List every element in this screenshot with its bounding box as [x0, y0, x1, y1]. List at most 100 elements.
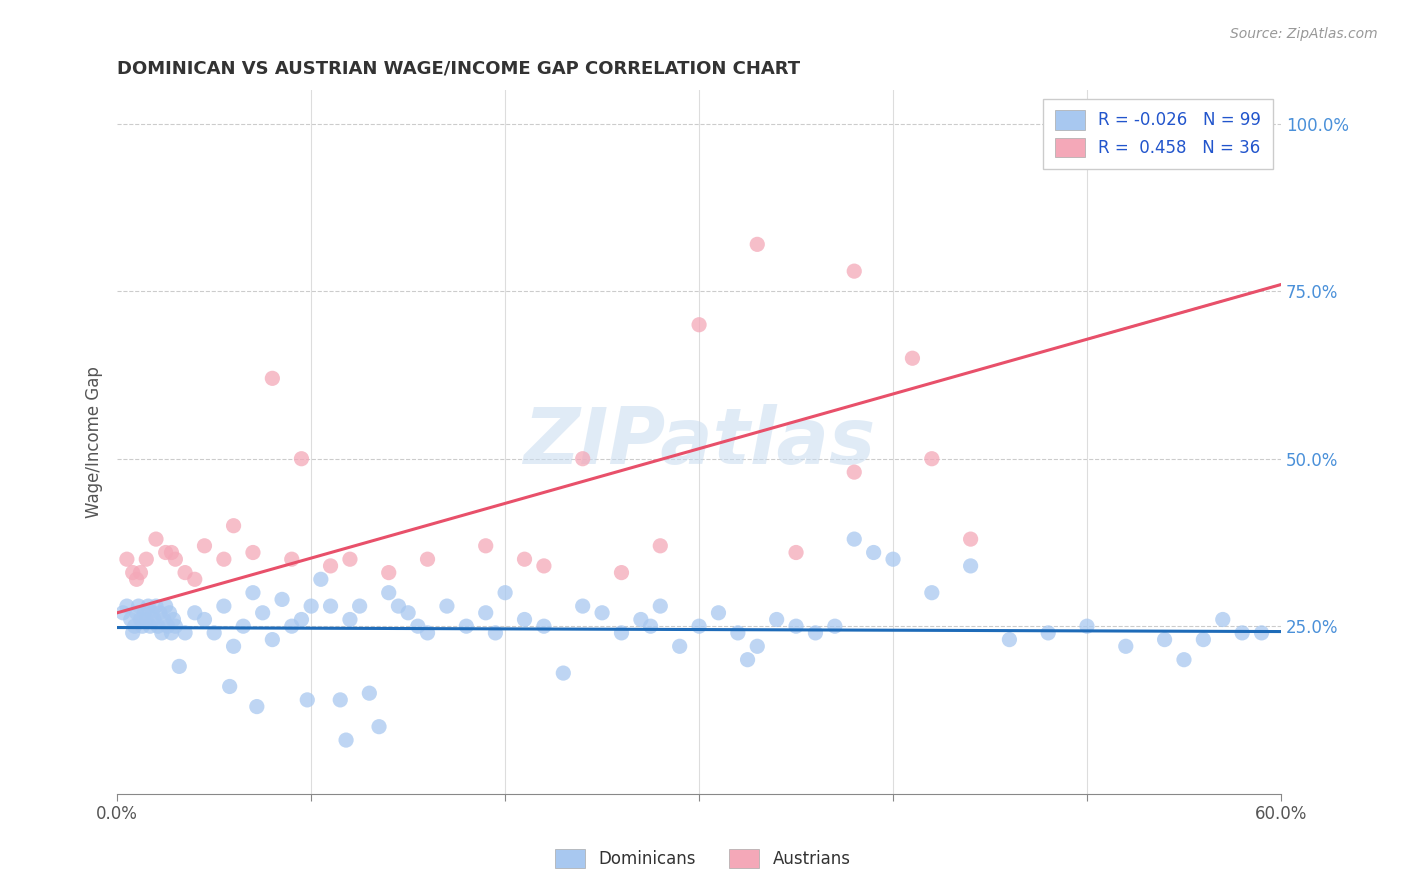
Point	[959, 558, 981, 573]
Point	[271, 592, 294, 607]
Point	[121, 566, 143, 580]
Point	[650, 599, 672, 613]
Point	[456, 619, 478, 633]
Point	[125, 606, 148, 620]
Point	[128, 599, 150, 613]
Point	[155, 599, 177, 613]
Point	[1153, 632, 1175, 647]
Point	[139, 619, 162, 633]
Point	[824, 619, 846, 633]
Point	[1250, 626, 1272, 640]
Point	[242, 585, 264, 599]
Point	[765, 613, 787, 627]
Point	[242, 545, 264, 559]
Point	[998, 632, 1021, 647]
Legend: R = -0.026   N = 99, R =  0.458   N = 36: R = -0.026 N = 99, R = 0.458 N = 36	[1043, 99, 1272, 169]
Point	[159, 606, 181, 620]
Point	[145, 532, 167, 546]
Point	[513, 613, 536, 627]
Point	[630, 613, 652, 627]
Point	[329, 693, 352, 707]
Point	[281, 619, 304, 633]
Text: Source: ZipAtlas.com: Source: ZipAtlas.com	[1230, 27, 1378, 41]
Point	[416, 552, 439, 566]
Point	[533, 558, 555, 573]
Point	[252, 606, 274, 620]
Point	[155, 545, 177, 559]
Point	[218, 680, 240, 694]
Point	[785, 619, 807, 633]
Point	[149, 606, 172, 620]
Point	[152, 613, 174, 627]
Point	[571, 451, 593, 466]
Point	[120, 613, 142, 627]
Point	[124, 619, 146, 633]
Point	[844, 264, 866, 278]
Point	[143, 613, 166, 627]
Point	[212, 599, 235, 613]
Point	[591, 606, 613, 620]
Point	[484, 626, 506, 640]
Point	[377, 566, 399, 580]
Point	[959, 532, 981, 546]
Point	[747, 640, 769, 654]
Point	[174, 626, 197, 640]
Legend: Dominicans, Austrians: Dominicans, Austrians	[548, 842, 858, 875]
Point	[193, 539, 215, 553]
Point	[184, 606, 207, 620]
Point	[727, 626, 749, 640]
Point	[134, 606, 156, 620]
Point	[309, 572, 332, 586]
Point	[339, 613, 361, 627]
Point	[359, 686, 381, 700]
Point	[202, 626, 225, 640]
Point	[319, 558, 342, 573]
Point	[125, 572, 148, 586]
Point	[160, 545, 183, 559]
Point	[1212, 613, 1234, 627]
Point	[131, 619, 153, 633]
Point	[640, 619, 662, 633]
Point	[232, 619, 254, 633]
Point	[160, 626, 183, 640]
Point	[368, 720, 391, 734]
Point	[1173, 653, 1195, 667]
Point	[747, 237, 769, 252]
Point	[533, 619, 555, 633]
Point	[184, 572, 207, 586]
Point	[882, 552, 904, 566]
Point	[212, 552, 235, 566]
Point	[571, 599, 593, 613]
Point	[1230, 626, 1253, 640]
Point	[339, 552, 361, 566]
Point	[262, 632, 284, 647]
Point	[553, 666, 575, 681]
Point	[474, 539, 496, 553]
Point	[162, 613, 184, 627]
Point	[513, 552, 536, 566]
Point	[156, 619, 179, 633]
Point	[141, 606, 163, 620]
Point	[145, 599, 167, 613]
Point	[436, 599, 458, 613]
Point	[688, 318, 710, 332]
Point	[167, 659, 190, 673]
Point	[222, 640, 245, 654]
Point	[121, 626, 143, 640]
Point	[129, 613, 152, 627]
Point	[319, 599, 342, 613]
Point	[1115, 640, 1137, 654]
Point	[416, 626, 439, 640]
Point	[174, 566, 197, 580]
Text: DOMINICAN VS AUSTRIAN WAGE/INCOME GAP CORRELATION CHART: DOMINICAN VS AUSTRIAN WAGE/INCOME GAP CO…	[117, 60, 800, 78]
Point	[1038, 626, 1060, 640]
Point	[1076, 619, 1098, 633]
Point	[262, 371, 284, 385]
Point	[136, 599, 159, 613]
Point	[290, 613, 312, 627]
Point	[474, 606, 496, 620]
Point	[115, 599, 138, 613]
Point	[377, 585, 399, 599]
Point	[844, 465, 866, 479]
Point	[299, 599, 322, 613]
